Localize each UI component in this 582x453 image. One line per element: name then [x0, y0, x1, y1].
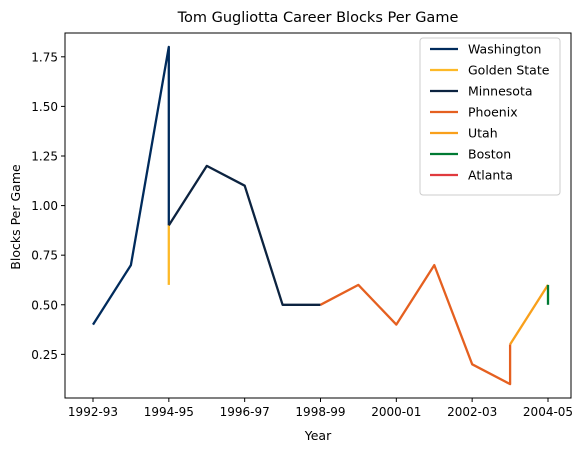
y-tick-label: 1.25 [31, 149, 58, 163]
y-tick-label: 1.50 [31, 100, 58, 114]
y-tick-label: 1.75 [31, 50, 58, 64]
legend-label: Golden State [468, 63, 550, 78]
series-layer [92, 45, 550, 386]
chart-title: Tom Gugliotta Career Blocks Per Game [177, 10, 459, 26]
y-tick-label: 0.25 [31, 348, 58, 362]
legend: Washington Golden State Minnesota Phoenix Ut… [419, 37, 561, 196]
legend-label: Phoenix [468, 105, 518, 120]
x-tick-label: 2004-05 [523, 405, 573, 419]
series-line-washington [92, 45, 170, 326]
plot-frame [64, 32, 572, 399]
y-tick-label: 1.00 [31, 199, 58, 213]
x-tick-label: 2002-03 [447, 405, 497, 419]
x-axis-label: Year [304, 428, 332, 443]
legend-label: Minnesota [468, 84, 533, 99]
series-line-phoenix [319, 263, 512, 386]
y-tick-label: 0.50 [31, 298, 58, 312]
x-tick-label: 1998-99 [295, 405, 345, 419]
series-line-utah [509, 284, 549, 346]
legend-label: Utah [468, 126, 498, 141]
series-line-minnesota [167, 164, 321, 306]
legend-label: Atlanta [468, 168, 513, 183]
legend-label: Washington [468, 42, 541, 57]
y-axis-label: Blocks Per Game [8, 164, 23, 270]
x-tick-label: 1996-97 [220, 405, 270, 419]
legend-box [419, 37, 561, 196]
y-tick-label: 0.75 [31, 249, 58, 263]
x-tick-label: 1992-93 [68, 405, 118, 419]
legend-label: Boston [468, 147, 511, 162]
x-tick-label: 1994-95 [144, 405, 194, 419]
x-tick-label: 2000-01 [371, 405, 421, 419]
axes-layer: 1992-93 1994-95 1996-97 1998-99 2000-01 2002-… [31, 32, 573, 419]
